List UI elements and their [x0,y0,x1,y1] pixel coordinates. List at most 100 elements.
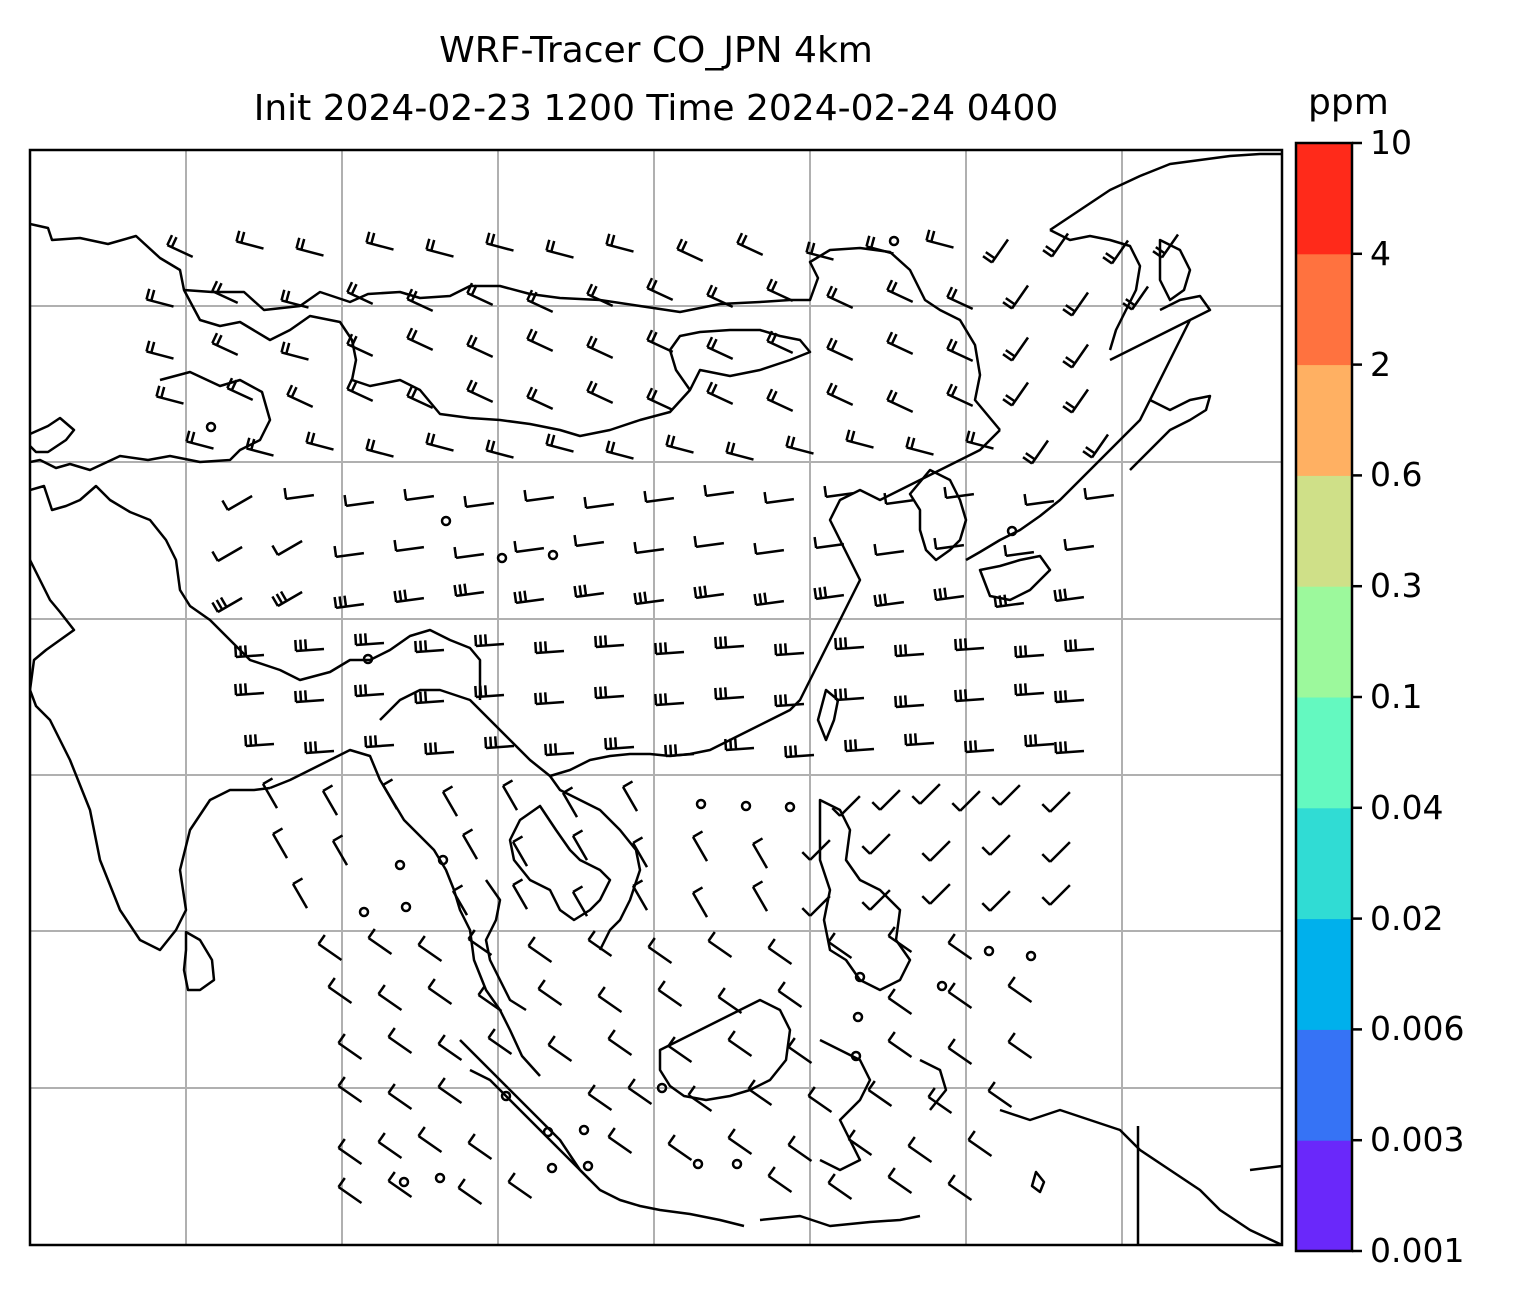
colorbar-tick-label: 0.1 [1370,677,1423,716]
wind-barb [337,1033,363,1061]
colorbar-segment [1296,253,1352,366]
wind-barb [1007,1032,1033,1060]
wind-barb [933,537,965,551]
wind-barb [437,1034,463,1062]
wind-barb [333,595,365,610]
colorbar-tick-label: 0.006 [1370,1009,1465,1049]
wind-barb [631,836,649,868]
wind-barb [943,486,975,500]
wind-barb [706,336,734,361]
wind-barb [387,1171,413,1199]
wind-barb [1083,487,1115,501]
wind-barb [571,829,589,861]
wind-barb [587,1084,613,1112]
wind-barb [587,930,613,958]
wind-barb [333,545,365,559]
wind-barb [305,431,334,451]
wind-barb [286,384,314,409]
wind-barb [1024,734,1055,748]
wind-barb [654,693,685,707]
wind-barb [767,1166,793,1194]
wind-barb [406,288,434,313]
wind-barb [801,895,831,917]
wind-barb [774,643,805,657]
wind-barb [1053,588,1085,603]
wind-barb [185,430,214,450]
colorbar-segment [1296,697,1352,809]
colorbar-segment [1296,364,1352,476]
wind-barb [365,438,394,458]
wind-barb [145,288,174,308]
wind-barb [1062,291,1090,317]
wind-barb [211,280,239,305]
wind-barb [534,641,565,655]
wind-barb [406,327,434,352]
wind-barb [714,687,745,701]
wind-barb [346,378,374,403]
wind-barb [691,830,709,862]
wind-barb [317,934,343,962]
wind-barb [646,387,674,412]
wind-barb [453,546,485,560]
wind-barb [753,542,785,556]
wind-barb [331,834,349,866]
wind-barbs [145,229,1180,1206]
wind-barb [911,783,941,805]
wind-barb [787,1037,813,1065]
wind-barb [271,827,289,859]
wind-barb [507,1172,533,1200]
map-frame [28,148,1284,1247]
wind-barb [981,834,1011,856]
wind-barb [463,495,495,509]
wind-barb [534,692,565,706]
wind-barb [467,929,493,957]
wind-barb [933,587,965,602]
wind-barb [784,745,815,759]
wind-barb [1062,343,1090,369]
wind-barb [787,1135,813,1163]
wind-barb [393,539,425,553]
wind-barb [377,1132,403,1160]
wind-barb [346,281,374,306]
wind-barb [886,389,914,414]
wind-barb [573,584,605,599]
wind-barb [527,936,553,964]
plot-title-line2: Init 2024-02-23 1200 Time 2024-02-24 040… [253,88,1059,129]
wind-barb [594,686,625,700]
wind-barb [280,341,309,361]
wind-barb [993,594,1025,609]
grid-lines [30,150,1282,1245]
wind-barb [523,489,555,503]
wind-barb [845,429,874,449]
wind-barb [1041,791,1071,813]
wind-barb [693,535,725,549]
wind-barb [763,491,795,505]
wind-barb [453,583,485,598]
wind-barb [827,1173,853,1201]
wind-barb [545,239,574,259]
wind-barb [343,494,375,508]
wind-barb [676,238,704,263]
wind-barb [873,543,905,557]
wind-barb [925,229,954,249]
wind-barb [417,1126,443,1154]
wind-barb [865,235,894,255]
wind-barb [294,690,325,704]
wind-barb [827,932,853,960]
wind-barb [607,1127,633,1155]
wind-barb [403,488,435,502]
wind-barb [487,1028,513,1056]
wind-barb [921,840,951,862]
wind-barb [211,545,243,563]
wind-barb [485,232,514,252]
wind-barb [1014,683,1045,697]
wind-barb [657,980,683,1008]
station-markers [205,235,1037,1188]
wind-barb [965,430,994,450]
wind-barb [1042,232,1070,258]
wind-barb [887,926,913,954]
wind-barb [1002,336,1030,362]
wind-barb [511,878,529,910]
wind-barb [466,334,494,359]
wind-barb [717,987,743,1015]
